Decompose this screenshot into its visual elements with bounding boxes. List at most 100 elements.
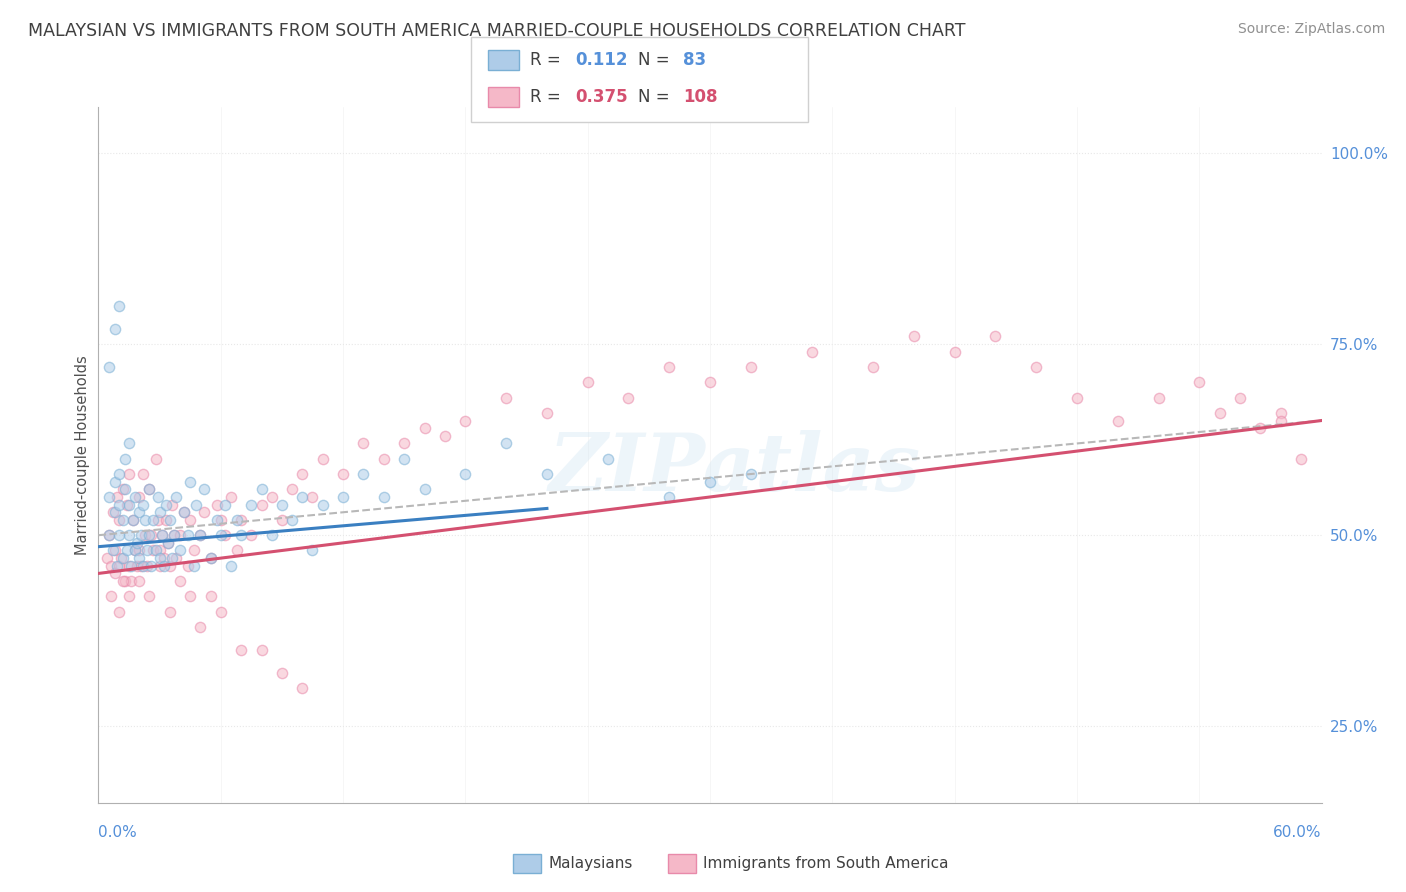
Point <box>134 513 156 527</box>
Point <box>104 475 127 489</box>
Point <box>193 505 215 519</box>
Point <box>165 490 187 504</box>
Point <box>104 322 127 336</box>
Point <box>136 558 159 573</box>
Point <box>177 528 200 542</box>
Point <box>111 513 134 527</box>
Point <box>118 528 141 542</box>
Point <box>114 451 136 466</box>
Point <box>214 498 236 512</box>
Point <box>281 513 304 527</box>
Point <box>128 551 150 566</box>
Point <box>159 605 181 619</box>
Point <box>188 620 212 634</box>
Point <box>270 513 294 527</box>
Point <box>118 590 141 604</box>
Point <box>115 543 138 558</box>
Point <box>219 490 242 504</box>
Y-axis label: Married-couple Households: Married-couple Households <box>75 355 90 555</box>
Point <box>658 490 681 504</box>
Text: MALAYSIAN VS IMMIGRANTS FROM SOUTH AMERICA MARRIED-COUPLE HOUSEHOLDS CORRELATION: MALAYSIAN VS IMMIGRANTS FROM SOUTH AMERI… <box>28 22 966 40</box>
Point <box>454 467 477 481</box>
Point <box>617 391 640 405</box>
Point <box>1147 391 1170 405</box>
Point <box>101 505 124 519</box>
Point <box>101 543 124 558</box>
Point <box>943 344 966 359</box>
Point <box>141 528 163 542</box>
Text: 108: 108 <box>683 88 718 106</box>
Point <box>163 528 186 542</box>
Point <box>160 498 183 512</box>
Point <box>1249 421 1271 435</box>
Point <box>104 505 127 519</box>
Point <box>173 505 195 519</box>
Point <box>1025 359 1047 374</box>
Point <box>146 490 169 504</box>
Point <box>1066 391 1088 405</box>
Point <box>108 528 131 542</box>
Point <box>155 498 177 512</box>
Point <box>260 528 283 542</box>
Point <box>291 490 314 504</box>
Point <box>118 467 141 481</box>
Point <box>250 498 273 512</box>
Point <box>200 590 222 604</box>
Point <box>105 558 128 573</box>
Point <box>373 490 395 504</box>
Point <box>1270 413 1292 427</box>
Text: N =: N = <box>638 88 675 106</box>
Point <box>281 483 304 497</box>
Point <box>312 451 335 466</box>
Point <box>205 513 228 527</box>
Point <box>183 543 205 558</box>
Point <box>97 528 120 542</box>
Point <box>250 483 273 497</box>
Point <box>301 490 323 504</box>
Text: 0.0%: 0.0% <box>98 825 138 840</box>
Point <box>129 528 152 542</box>
Point <box>373 451 395 466</box>
Point <box>124 543 146 558</box>
Point <box>115 498 138 512</box>
Point <box>270 498 294 512</box>
Point <box>114 574 136 588</box>
Point <box>108 558 131 573</box>
Text: 60.0%: 60.0% <box>1274 825 1322 840</box>
Point <box>118 436 141 450</box>
Point <box>120 574 142 588</box>
Point <box>658 359 681 374</box>
Point <box>231 528 253 542</box>
Point <box>179 475 201 489</box>
Text: 0.375: 0.375 <box>575 88 627 106</box>
Point <box>100 558 122 573</box>
Point <box>136 543 159 558</box>
Point <box>413 483 436 497</box>
Point <box>169 574 191 588</box>
Point <box>122 513 145 527</box>
Point <box>142 543 165 558</box>
Point <box>862 359 884 374</box>
Point <box>124 490 146 504</box>
Point <box>108 605 131 619</box>
Point <box>128 574 150 588</box>
Point <box>536 467 558 481</box>
Point <box>120 558 142 573</box>
Point <box>183 558 205 573</box>
Point <box>149 505 172 519</box>
Point <box>159 558 181 573</box>
Point <box>231 513 253 527</box>
Point <box>122 513 145 527</box>
Point <box>454 413 477 427</box>
Point <box>188 528 212 542</box>
Point <box>434 429 457 443</box>
Point <box>160 551 183 566</box>
Point <box>240 528 263 542</box>
Point <box>177 558 200 573</box>
Point <box>132 558 155 573</box>
Point <box>903 329 925 343</box>
Point <box>332 490 354 504</box>
Point <box>138 528 160 542</box>
Point <box>108 467 131 481</box>
Point <box>97 490 120 504</box>
